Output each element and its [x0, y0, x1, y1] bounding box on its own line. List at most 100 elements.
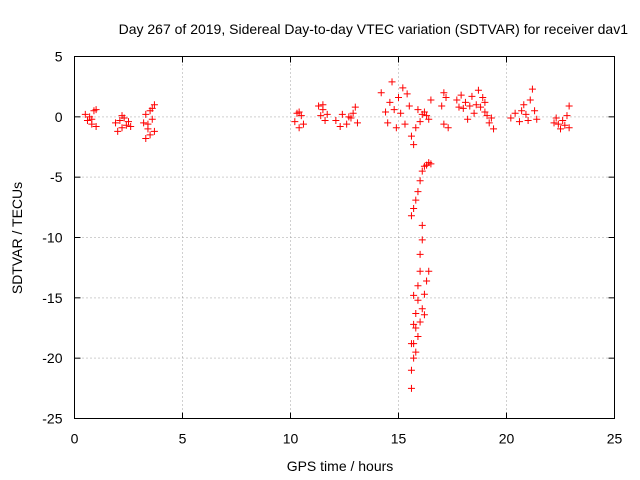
data-point: [477, 103, 485, 111]
data-point: [420, 311, 428, 319]
data-point: [518, 107, 526, 115]
data-point: [414, 332, 422, 340]
data-point: [386, 98, 394, 106]
data-point: [81, 110, 89, 118]
data-point: [466, 102, 474, 110]
data-point: [442, 94, 450, 102]
data-point: [150, 127, 158, 135]
data-point: [481, 108, 489, 116]
data-point: [399, 84, 407, 92]
y-tick-label: -10: [42, 230, 62, 246]
data-point: [427, 96, 435, 104]
data-point: [481, 98, 489, 106]
data-point: [410, 354, 418, 362]
data-point: [323, 110, 331, 118]
x-tick-label: 0: [71, 431, 79, 447]
data-point: [533, 115, 541, 123]
data-point: [353, 119, 361, 127]
data-point: [418, 167, 426, 175]
x-tick-label: 25: [607, 431, 623, 447]
data-point: [423, 277, 431, 285]
data-point: [416, 118, 424, 126]
data-point: [552, 114, 560, 122]
data-point: [88, 115, 96, 123]
data-point: [142, 110, 150, 118]
data-point: [410, 291, 418, 299]
data-point: [425, 267, 433, 275]
data-point: [416, 177, 424, 185]
y-tick-label: 5: [55, 49, 63, 65]
data-point: [388, 78, 396, 86]
data-point: [382, 108, 390, 116]
data-point: [515, 118, 523, 126]
data-point: [349, 109, 357, 117]
y-tick-label: -15: [42, 290, 62, 306]
data-point: [474, 86, 482, 94]
data-point: [410, 320, 418, 328]
data-point: [140, 119, 148, 127]
data-point: [317, 112, 325, 120]
data-point: [425, 115, 433, 123]
data-point: [418, 305, 426, 313]
data-point: [418, 221, 426, 229]
y-axis-title: SDTVAR / TECUs: [9, 182, 25, 294]
data-point: [490, 125, 498, 133]
data-point: [146, 131, 154, 139]
y-tick-label: -25: [42, 411, 62, 427]
data-point: [414, 296, 422, 304]
data-point: [338, 110, 346, 118]
y-tick-label: -5: [50, 169, 63, 185]
data-point: [122, 121, 130, 129]
data-point: [116, 116, 124, 124]
y-tick-label: -20: [42, 350, 62, 366]
data-point: [412, 124, 420, 132]
data-point: [345, 113, 353, 121]
data-point: [412, 324, 420, 332]
data-point: [412, 310, 420, 318]
data-point: [554, 120, 562, 128]
data-point: [427, 160, 435, 168]
data-point: [479, 94, 487, 102]
data-point: [507, 114, 515, 122]
data-point: [144, 120, 152, 128]
data-point: [92, 106, 100, 114]
data-point: [397, 109, 405, 117]
data-point: [485, 119, 493, 127]
data-point: [416, 267, 424, 275]
data-point: [295, 108, 303, 116]
data-point: [384, 119, 392, 127]
data-point: [321, 116, 329, 124]
data-point: [563, 112, 571, 120]
data-point: [440, 89, 448, 97]
data-point: [407, 340, 415, 348]
data-point: [319, 101, 327, 109]
y-tick-labels: 5 0 -5 -10 -15 -20 -25: [42, 49, 62, 427]
data-point: [461, 98, 469, 106]
data-point: [472, 101, 480, 109]
data-point: [112, 119, 120, 127]
data-point: [401, 120, 409, 128]
data-point: [561, 121, 569, 129]
data-point: [332, 116, 340, 124]
data-point: [438, 102, 446, 110]
data-point: [457, 91, 465, 99]
data-point: [412, 348, 420, 356]
x-tick-label: 5: [179, 431, 187, 447]
data-point: [414, 188, 422, 196]
data-point: [565, 102, 573, 110]
data-point: [487, 114, 495, 122]
data-point: [418, 236, 426, 244]
data-point: [522, 110, 530, 118]
data-point: [390, 106, 398, 114]
data-point: [83, 116, 91, 124]
data-points: [81, 78, 573, 392]
data-point: [92, 122, 100, 130]
data-point: [444, 124, 452, 132]
data-point: [416, 318, 424, 326]
data-point: [455, 103, 463, 111]
x-tick-label: 20: [499, 431, 515, 447]
data-point: [416, 250, 424, 258]
data-point: [531, 107, 539, 115]
data-point: [423, 112, 431, 120]
